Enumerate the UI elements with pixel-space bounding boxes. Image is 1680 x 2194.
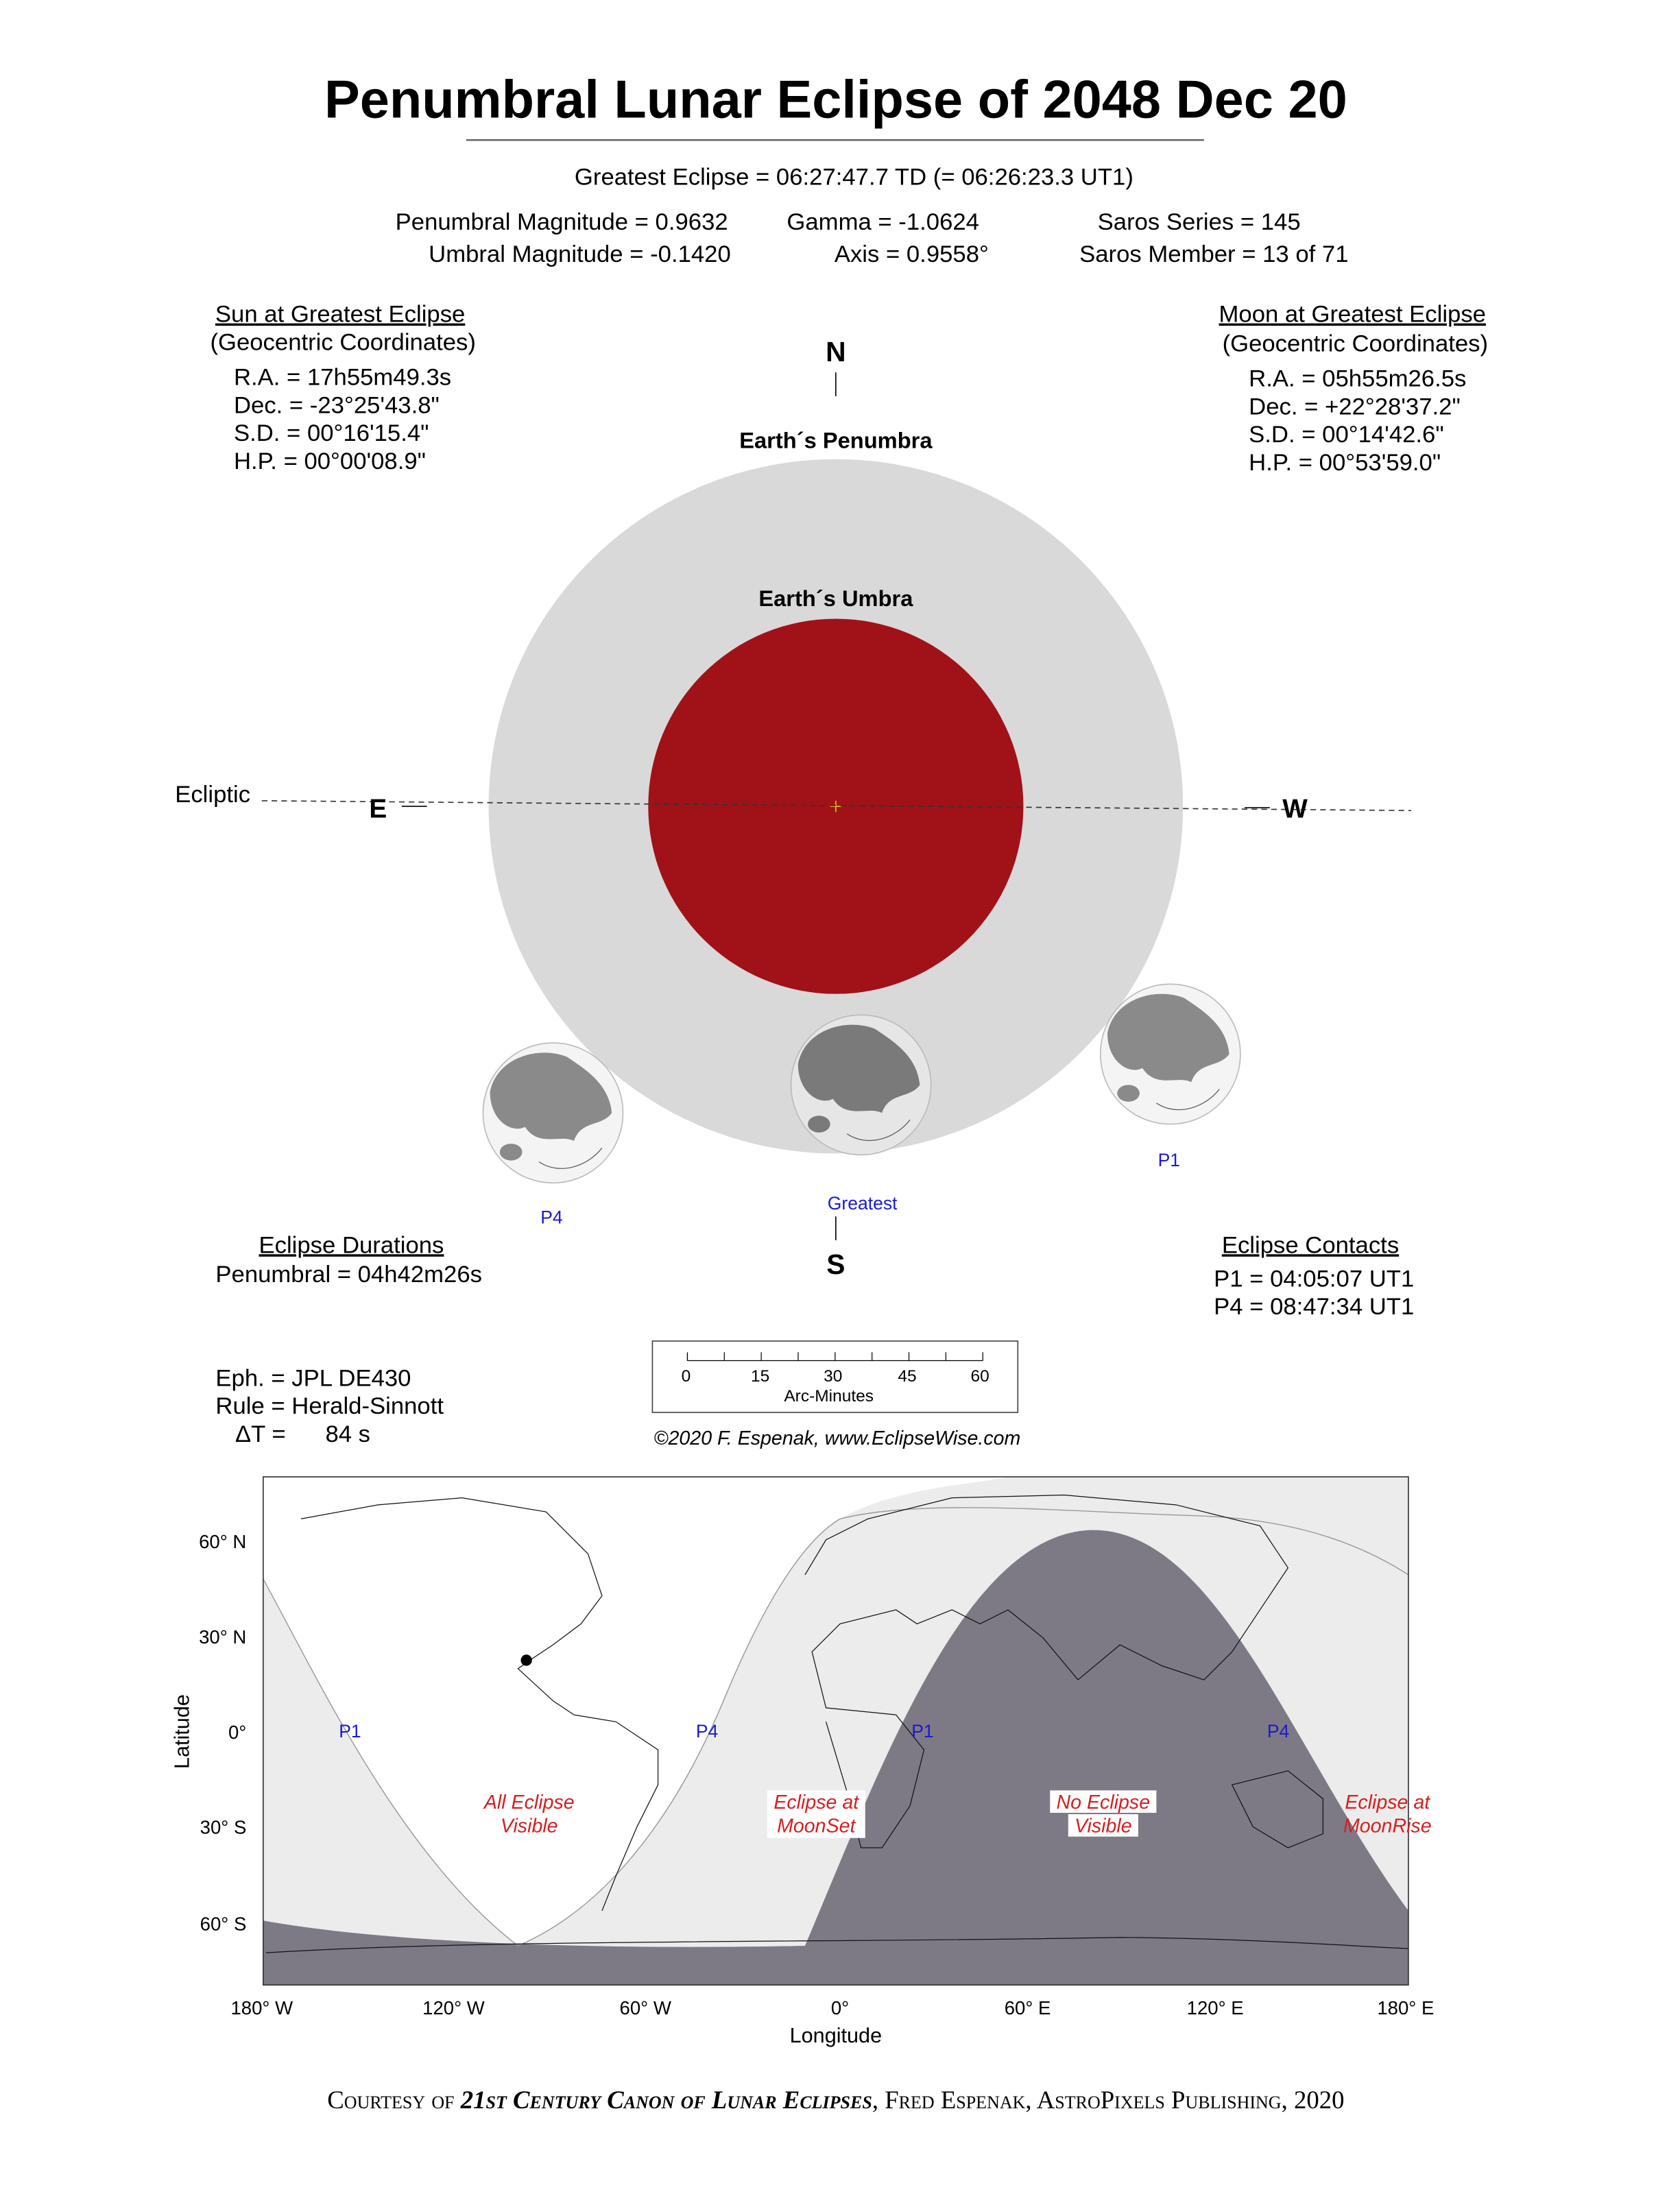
lat-tick: 0° (228, 1722, 246, 1743)
lon-tick: 0° (831, 1997, 849, 2018)
footer-credit: Courtesy of 21st Century Canon of Lunar … (327, 2086, 1344, 2114)
center-cross (830, 800, 842, 812)
lat-tick: 60° S (200, 1914, 247, 1935)
map-contact-p1-west: P1 (339, 1721, 361, 1741)
moon-label-p4: P4 (540, 1207, 562, 1227)
delta-t: ΔT = 84 s (235, 1421, 370, 1447)
durations-heading: Eclipse Durations (259, 1232, 444, 1258)
saros-series: Saros Series = 145 (1098, 209, 1301, 235)
p4-curve (518, 1507, 1408, 1946)
page-title: Penumbral Lunar Eclipse of 2048 Dec 20 (324, 71, 1347, 130)
scale-tick-0: 0 (682, 1367, 691, 1386)
region-moonrise: Eclipse at MoonRise (1343, 1792, 1432, 1837)
moon-heading: Moon at Greatest Eclipse (1219, 302, 1486, 328)
region-all-eclipse: All Eclipse Visible (483, 1792, 575, 1837)
continent-outlines (265, 1494, 1408, 1953)
visibility-map: P1 P4 P1 P4 All Eclipse Visible Eclipse a… (171, 1476, 1434, 2047)
moon-subheading: (Geocentric Coordinates) (1223, 331, 1489, 357)
west-label: W (1282, 794, 1308, 823)
contacts-heading: Eclipse Contacts (1222, 1232, 1399, 1258)
sun-ra: R.A. = 17h55m49.3s (234, 365, 451, 391)
north-label: N (826, 336, 846, 367)
ecliptic-label: Ecliptic (175, 782, 250, 808)
greatest-eclipse-marker (520, 1654, 532, 1666)
sun-dec: Dec. = -23°25'43.8" (234, 392, 440, 418)
axis: Axis = 0.9558° (835, 241, 989, 267)
moon-greatest (790, 1014, 932, 1156)
sun-hp: H.P. = 00°00'08.9" (234, 448, 426, 474)
rule: Rule = Herald-Sinnott (215, 1393, 444, 1419)
moon-p4 (482, 1042, 624, 1184)
ecliptic-line (261, 800, 1412, 811)
region-moonset: Eclipse at MoonSet (773, 1792, 859, 1837)
umbral-magnitude: Umbral Magnitude = -0.1420 (429, 241, 731, 267)
south-label: S (826, 1249, 845, 1280)
scale-tick-30: 30 (824, 1367, 842, 1386)
copyright: ©2020 F. Espenak, www.EclipseWise.com (653, 1427, 1020, 1449)
map-contact-p1-east: P1 (911, 1721, 933, 1741)
east-label: E (369, 794, 387, 823)
gamma: Gamma = -1.0624 (787, 209, 979, 235)
penumbral-duration: Penumbral = 04h42m26s (215, 1262, 482, 1288)
moon-ra: R.A. = 05h55m26.5s (1249, 366, 1466, 392)
moon-p1 (1099, 983, 1241, 1125)
sun-heading: Sun at Greatest Eclipse (215, 302, 465, 328)
penumbra-label: Earth´s Penumbra (739, 427, 933, 453)
lon-tick: 120° W (422, 1997, 485, 2018)
moon-label-p1: P1 (1158, 1150, 1180, 1170)
contact-p4: P4 = 08:47:34 UT1 (1214, 1294, 1414, 1320)
ephemeris: Eph. = JPL DE430 (215, 1365, 411, 1391)
lon-tick: 60° W (620, 1997, 671, 2018)
scale-unit: Arc-Minutes (784, 1387, 874, 1406)
saros-member: Saros Member = 13 of 71 (1079, 241, 1348, 267)
sun-sd: S.D. = 00°16'15.4" (234, 420, 429, 446)
scale-tick-15: 15 (751, 1367, 769, 1386)
penumbral-magnitude: Penumbral Magnitude = 0.9632 (396, 209, 728, 235)
scale-tick-45: 45 (898, 1367, 916, 1386)
lat-tick: 30° N (199, 1626, 246, 1648)
map-contact-p4-east: P4 (1267, 1721, 1289, 1741)
lon-tick: 180° E (1377, 1997, 1434, 2018)
p1-curve (263, 1578, 518, 1946)
moon-hp: H.P. = 00°53'59.0" (1249, 450, 1441, 476)
scale-tick-60: 60 (971, 1367, 989, 1386)
contact-p1: P1 = 04:05:07 UT1 (1214, 1266, 1414, 1292)
no-eclipse-region (263, 1530, 1408, 1986)
y-axis-label: Latitude (171, 1694, 194, 1769)
x-axis-label: Longitude (790, 2024, 882, 2047)
arc-minute-scale: 0 15 30 45 60 Arc-Minutes (651, 1340, 1019, 1413)
lon-tick: 120° E (1187, 1997, 1244, 2018)
map-contact-p4-west: P4 (696, 1721, 718, 1741)
lat-tick: 60° N (199, 1531, 246, 1552)
moon-label-greatest: Greatest (828, 1193, 898, 1214)
lon-tick: 180° W (230, 1997, 293, 2018)
sun-subheading: (Geocentric Coordinates) (210, 329, 476, 355)
umbra-label: Earth´s Umbra (758, 586, 913, 611)
all-eclipse-region (263, 1477, 1008, 1946)
lon-tick: 60° E (1005, 1997, 1051, 2018)
moon-sd: S.D. = 00°14'42.6" (1249, 422, 1443, 448)
lat-tick: 30° S (200, 1817, 247, 1838)
moon-dec: Dec. = +22°28'37.2" (1249, 394, 1461, 420)
region-no-eclipse: No Eclipse Visible (1057, 1792, 1151, 1837)
greatest-eclipse-time: Greatest Eclipse = 06:27:47.7 TD (= 06:2… (575, 165, 1133, 191)
